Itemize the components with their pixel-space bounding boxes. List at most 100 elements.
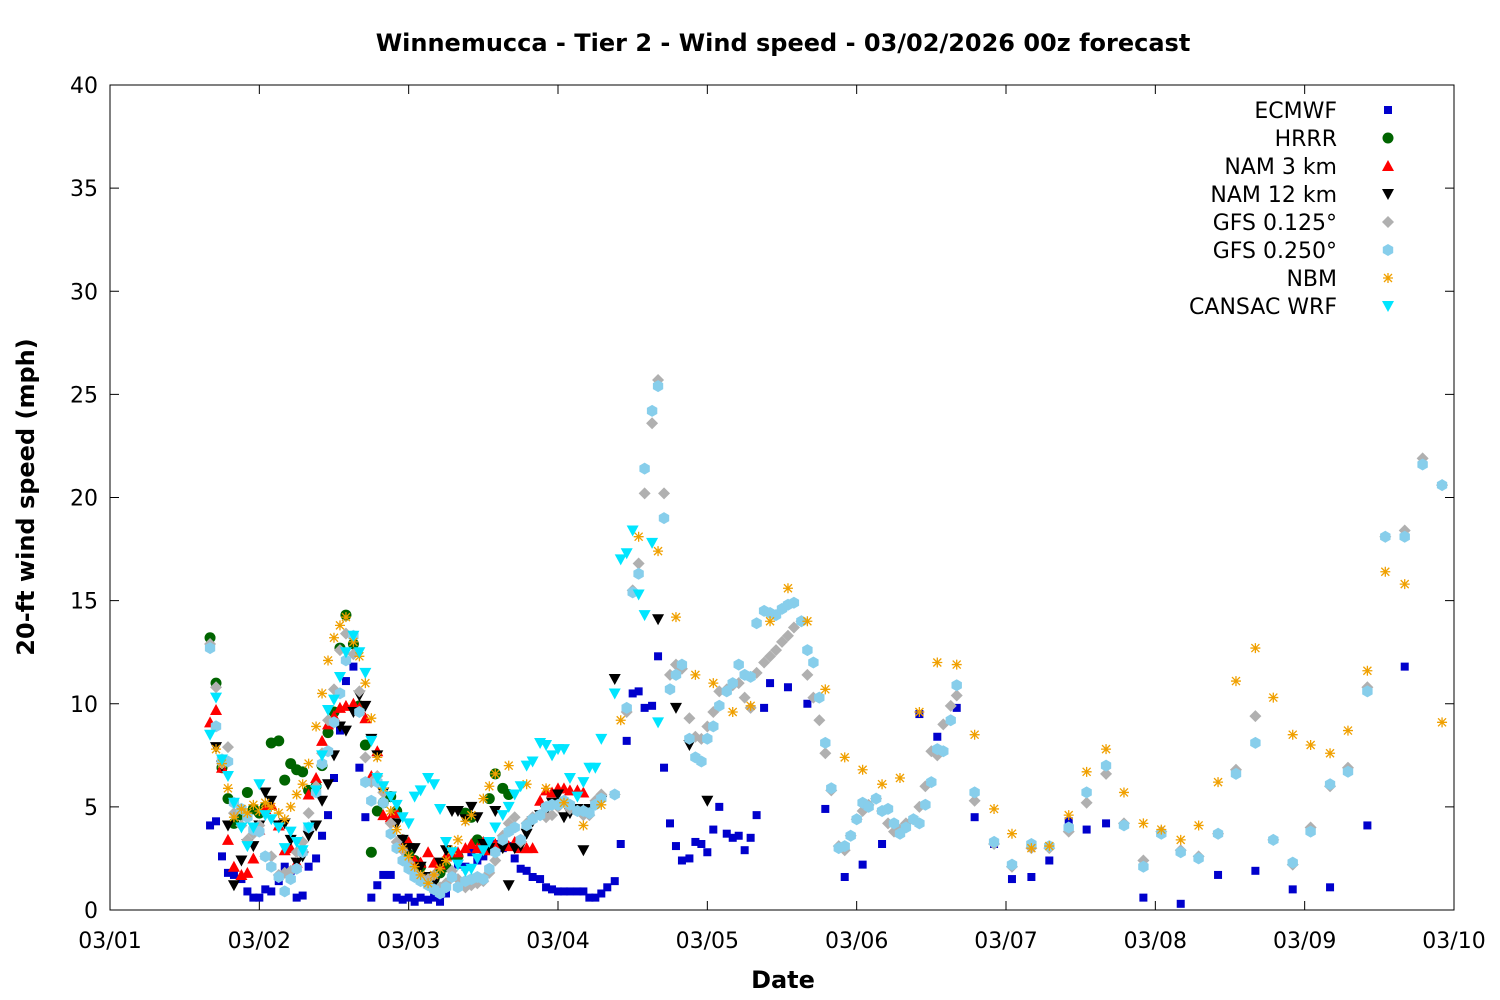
data-point (218, 852, 226, 861)
data-point (597, 889, 606, 898)
data-point (1006, 858, 1018, 871)
data-point (577, 845, 590, 857)
data-point (515, 833, 526, 846)
data-point (423, 878, 434, 889)
data-point (340, 654, 352, 667)
data-point (1325, 748, 1336, 759)
data-point (302, 788, 315, 800)
legend: ECMWF HRRR NAM 3 km NAM 12 km GFS 0.125° GFS … (1189, 99, 1394, 320)
data-point (333, 644, 346, 657)
data-point (312, 854, 321, 863)
data-point (404, 893, 413, 902)
data-point (227, 860, 240, 872)
data-point (459, 842, 472, 854)
data-point (557, 744, 570, 756)
data-point (317, 688, 328, 699)
data-point (734, 831, 743, 840)
data-point (1175, 834, 1186, 845)
data-point (733, 658, 744, 671)
data-point (255, 893, 264, 902)
data-point (297, 766, 309, 778)
data-point (227, 880, 240, 892)
data-point (302, 822, 315, 834)
data-point (969, 786, 980, 799)
data-point (377, 809, 390, 821)
data-point (648, 701, 657, 710)
data-point (316, 757, 328, 770)
data-point (408, 791, 421, 803)
data-point (926, 776, 937, 789)
data-point (241, 866, 254, 878)
x-tick-label: 03/08 (1124, 929, 1187, 954)
data-point (803, 699, 812, 708)
data-point (546, 750, 559, 762)
legend-label: GFS 0.250° (1213, 239, 1337, 264)
series-6 (211, 531, 1448, 889)
data-point (944, 699, 957, 712)
data-point (355, 763, 364, 772)
data-point (502, 880, 515, 892)
data-point (241, 841, 254, 853)
data-point (709, 825, 718, 834)
data-point (1250, 643, 1261, 654)
data-point (564, 798, 576, 811)
data-point (620, 548, 633, 560)
data-point (229, 870, 238, 879)
x-axis-label: Date (751, 966, 815, 994)
data-point (669, 702, 682, 714)
data-point (702, 732, 713, 745)
data-point (502, 801, 515, 813)
y-tick-label: 20 (70, 487, 98, 512)
data-point (483, 836, 496, 848)
data-point (589, 762, 602, 774)
data-point (914, 817, 925, 830)
data-point (272, 822, 285, 834)
data-point (379, 870, 388, 879)
data-point (386, 870, 395, 879)
data-point (670, 612, 681, 623)
data-point (1380, 566, 1391, 577)
data-point (652, 717, 665, 729)
data-point (435, 863, 446, 874)
data-point (727, 677, 738, 690)
data-point (633, 567, 644, 580)
data-point (920, 798, 931, 811)
data-point (285, 801, 296, 812)
data-point (445, 847, 458, 859)
data-point (216, 754, 228, 766)
data-point (1139, 893, 1148, 902)
data-point (1080, 796, 1093, 809)
data-point (522, 866, 531, 875)
data-point (365, 735, 378, 747)
data-point (221, 741, 234, 754)
data-point (210, 692, 223, 704)
x-tick-label: 03/06 (825, 929, 888, 954)
data-point (479, 852, 488, 861)
data-point (528, 873, 537, 881)
data-point (783, 683, 792, 692)
data-point (304, 862, 313, 871)
data-point (273, 871, 284, 883)
data-point (359, 667, 372, 679)
legend-marker (1382, 189, 1394, 200)
data-point (385, 827, 396, 840)
data-point (546, 809, 559, 822)
data-point (371, 773, 384, 784)
data-point (1138, 860, 1149, 873)
data-point (740, 846, 749, 855)
data-point (347, 630, 360, 642)
data-point (1380, 530, 1391, 543)
data-point (496, 843, 509, 855)
data-point (878, 840, 887, 848)
data-point (1326, 883, 1335, 892)
data-point (610, 877, 619, 886)
data-point (863, 800, 874, 813)
data-point (970, 813, 979, 822)
data-point (766, 679, 775, 688)
data-point (359, 739, 371, 751)
data-point (318, 831, 327, 840)
x-tick-label: 03/04 (526, 929, 589, 954)
data-point (1287, 856, 1298, 869)
data-point (397, 843, 408, 854)
data-point (359, 751, 372, 764)
